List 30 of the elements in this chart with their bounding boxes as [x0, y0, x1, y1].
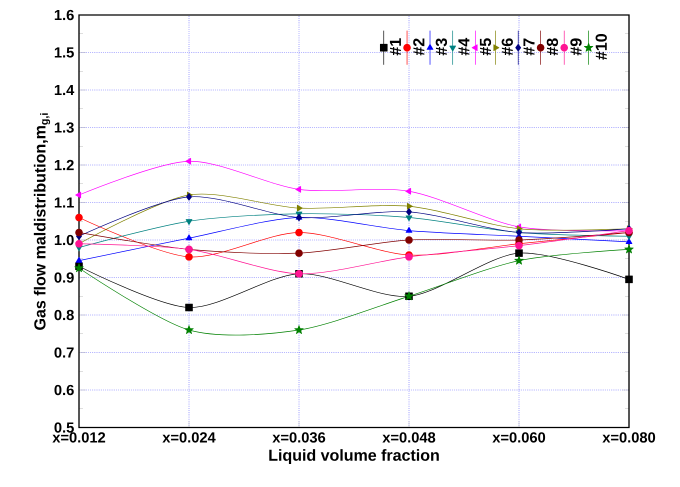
legend-label: #4	[458, 38, 470, 56]
y-tick-label: 0.8	[54, 310, 74, 320]
x-tick-label: x=0.048	[382, 432, 436, 443]
y-tick-label: 1.4	[54, 84, 74, 96]
x-tick-label: x=0.036	[272, 432, 326, 443]
legend-label: #10	[596, 34, 607, 60]
y-tick-label: 1.3	[54, 122, 74, 133]
y-tick-label: 1.2	[54, 160, 74, 170]
x-tick-label: x=0.080	[602, 432, 656, 443]
legend-label: #6	[502, 38, 513, 56]
legend-label: #1	[390, 38, 401, 56]
y-tick-label: 0.6	[54, 384, 74, 396]
x-tick-label: x=0.012	[52, 432, 106, 443]
y-axis-title: Gas flow maldistribution,m$_{g,i}$	[34, 113, 50, 330]
legend-label: #9	[570, 38, 582, 56]
legend-label: #5	[480, 38, 492, 56]
x-axis-title: Liquid volume fraction	[269, 449, 439, 464]
legend-label: #8	[546, 38, 558, 56]
legend-label: #2	[413, 38, 424, 56]
y-tick-label: 0.5	[54, 422, 74, 433]
x-tick-label: x=0.060	[492, 432, 546, 443]
y-tick-label: 1.0	[54, 234, 74, 246]
y-tick-label: 1.6	[54, 10, 74, 20]
y-tick-label: 0.7	[54, 347, 74, 358]
legend-label: #3	[436, 38, 448, 56]
y-tick-label: 1.5	[54, 47, 74, 58]
x-tick-label: x=0.024	[162, 432, 216, 443]
legend-label: #7	[523, 38, 534, 56]
y-tick-label: 1.1	[54, 197, 74, 208]
y-tick-label: 0.9	[54, 272, 74, 283]
